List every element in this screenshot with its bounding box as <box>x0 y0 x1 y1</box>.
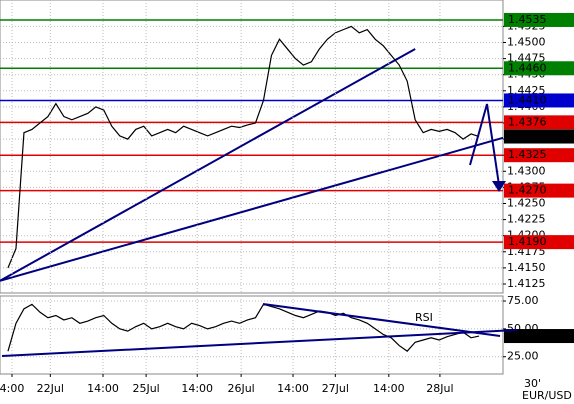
trendline <box>0 48 416 282</box>
x-tick-label: 14:00 <box>87 382 119 395</box>
level-label: 1.4325 <box>508 148 547 161</box>
x-tick-label: 28Jul <box>426 382 453 395</box>
y-tick-label: 25.00 <box>507 350 539 363</box>
x-tick-label: 27Jul <box>322 382 349 395</box>
y-tick-label: 1.4500 <box>507 36 546 49</box>
level-box <box>504 148 574 163</box>
price-line <box>7 25 480 269</box>
x-tick-label: 14:00 <box>277 382 309 395</box>
level-box <box>504 12 574 27</box>
last-box <box>504 329 574 344</box>
y-tick-label: 1.4250 <box>507 196 546 209</box>
x-tick-label: 22Jul <box>37 382 64 395</box>
y-tick-label: 1.4225 <box>507 213 546 226</box>
level-label: 1.4460 <box>508 61 547 74</box>
last-value: 43.57 <box>508 329 540 342</box>
y-tick-label: 75.00 <box>507 294 539 307</box>
trendline <box>0 136 504 282</box>
rsi-panel <box>0 295 504 375</box>
last-box <box>504 129 574 144</box>
level-box <box>504 183 574 198</box>
level-box <box>504 115 574 130</box>
timeframe: 30' <box>524 377 541 390</box>
x-tick-label: 14:00 <box>181 382 213 395</box>
rsi-trendline <box>262 303 501 337</box>
level-label: 1.4376 <box>508 115 547 128</box>
y-tick-label: 1.4300 <box>507 164 546 177</box>
level-label: 1.4270 <box>508 184 547 197</box>
price-panel <box>0 0 504 294</box>
x-tick-label: 14:00 <box>373 382 405 395</box>
x-tick-label: 4:00 <box>0 382 24 395</box>
level-box <box>504 235 574 250</box>
x-tick-label: 26Jul <box>227 382 254 395</box>
arrow-head <box>492 181 506 192</box>
price-layer: 1.41251.41501.41751.42001.42251.42501.42… <box>0 12 574 290</box>
level-box <box>504 61 574 76</box>
x-tick-label: 25Jul <box>132 382 159 395</box>
level-label: 1.4410 <box>508 93 547 106</box>
level-label: 1.4190 <box>508 235 547 248</box>
last-value: 1.4354 <box>508 130 547 143</box>
indicator-title: RSI <box>415 311 433 324</box>
level-label: 1.4535 <box>508 13 547 26</box>
y-tick-label: 1.4150 <box>507 261 546 274</box>
level-box <box>504 93 574 108</box>
symbol: EUR/USD <box>522 389 572 402</box>
y-tick-label: 1.4125 <box>507 277 546 290</box>
price-line <box>7 303 480 352</box>
forecast-arrow <box>469 103 500 186</box>
rsi-trendline <box>1 329 518 357</box>
